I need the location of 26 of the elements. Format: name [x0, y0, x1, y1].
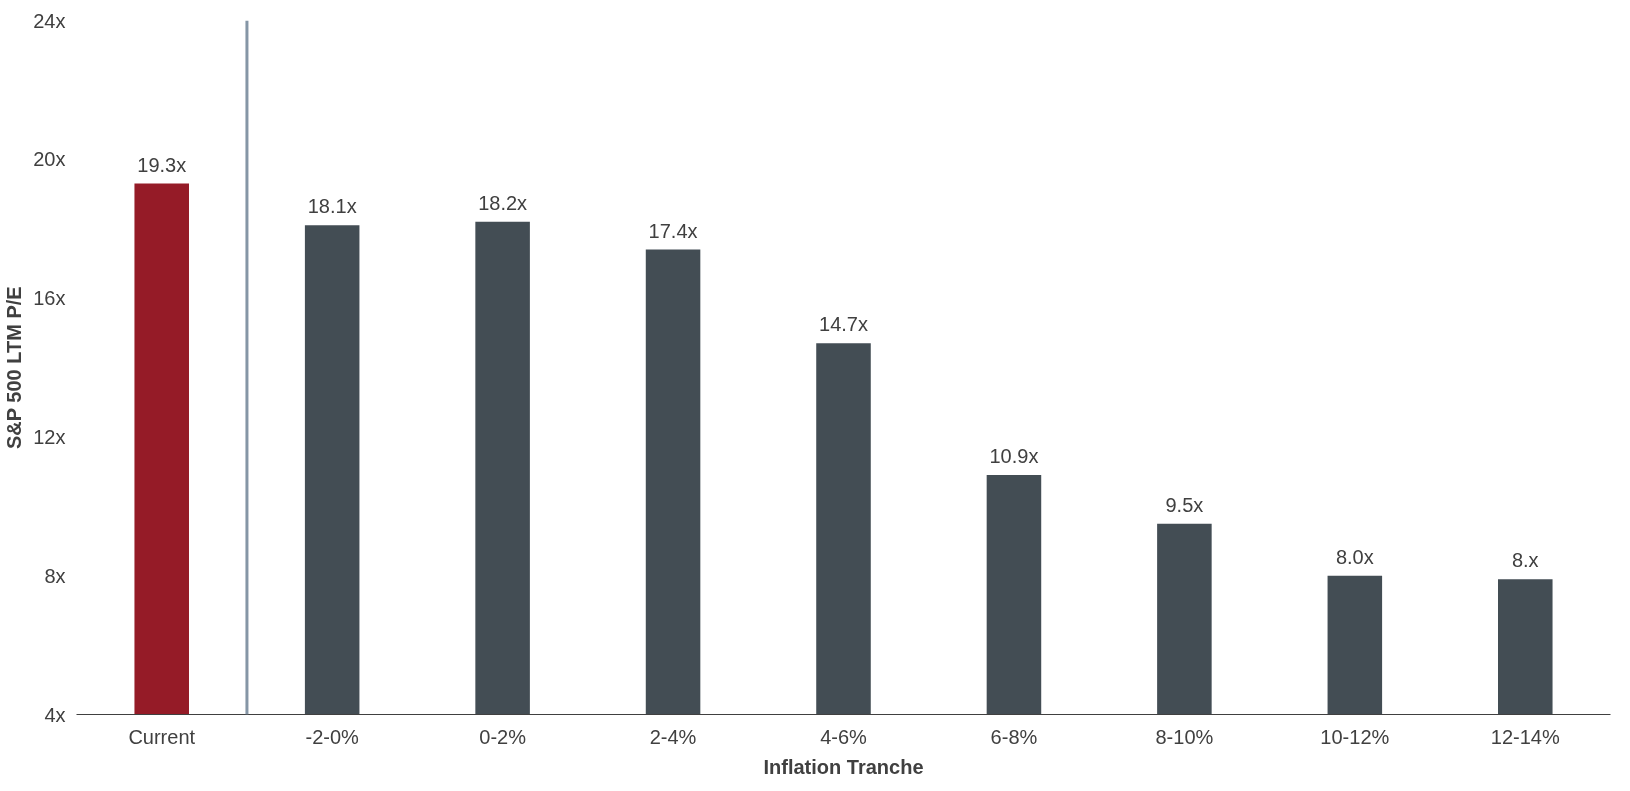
y-tick-label: 8x [44, 564, 66, 587]
y-axis-title: S&P 500 LTM P/E [3, 286, 26, 449]
y-tick-label: 20x [33, 148, 66, 171]
x-tick-label: 0-2% [479, 725, 527, 748]
data-label: 8.0x [1335, 545, 1374, 568]
data-label: 10.9x [989, 445, 1039, 468]
y-tick-label: 12x [33, 425, 66, 448]
data-label: 19.3x [137, 153, 187, 176]
y-tick-label: 16x [33, 287, 66, 310]
x-tick-label: 10-12% [1320, 725, 1390, 748]
x-axis-title: Inflation Tranche [763, 755, 924, 778]
y-tick-label: 24x [33, 9, 66, 32]
data-label: 18.1x [307, 195, 357, 218]
x-tick-label: 2-4% [649, 725, 697, 748]
y-tick-label: 4x [44, 703, 66, 726]
x-tick-label: 8-10% [1155, 725, 1214, 748]
data-label: 8.x [1511, 549, 1539, 572]
data-label: 18.2x [478, 191, 528, 214]
x-tick-label: 12-14% [1490, 725, 1560, 748]
data-label: 14.7x [819, 313, 868, 336]
x-tick-label: 6-8% [990, 725, 1038, 748]
x-tick-label: 4-6% [820, 725, 868, 748]
data-label: 17.4x [648, 219, 698, 242]
x-tick-label: -2-0% [305, 725, 360, 748]
data-label: 9.5x [1165, 493, 1204, 516]
x-tick-label: Current [128, 725, 196, 748]
